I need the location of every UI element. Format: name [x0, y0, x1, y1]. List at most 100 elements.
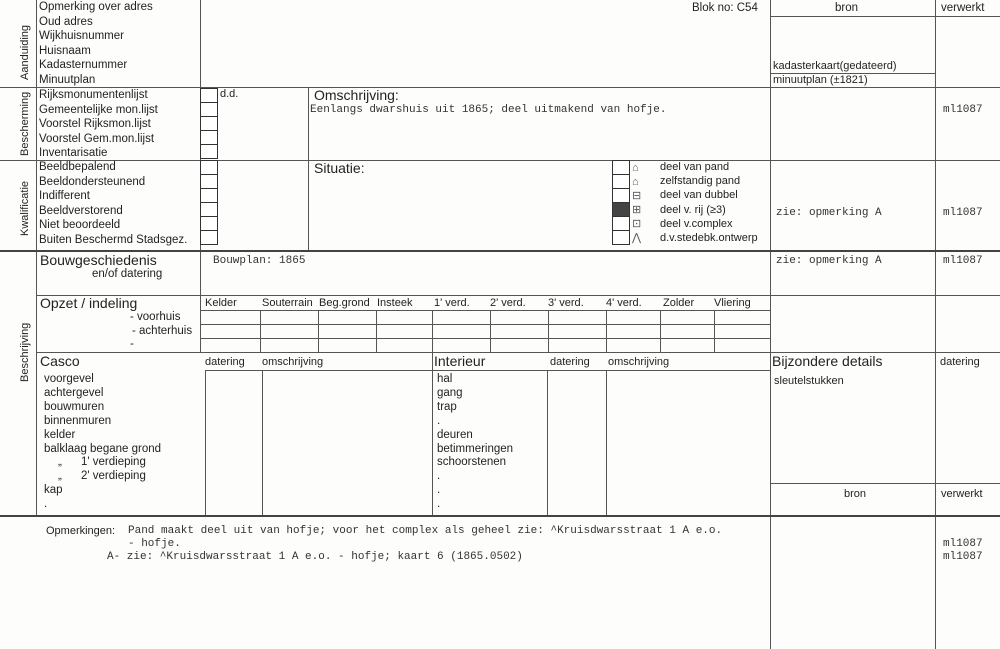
checkbox[interactable] — [200, 88, 218, 103]
complex-icon: ⊡ — [632, 218, 642, 230]
checkbox[interactable] — [200, 216, 218, 231]
column-header: Souterrain — [262, 297, 313, 309]
situatie-checkbox[interactable] — [612, 230, 630, 245]
opmerkingen-verwerkt: ml1087 — [943, 538, 983, 550]
situatie-checkbox[interactable] — [612, 216, 630, 231]
checkbox[interactable] — [200, 116, 218, 131]
casco-datering: datering — [205, 356, 245, 368]
field-label: kap — [44, 484, 63, 497]
casco-label: Casco — [40, 353, 80, 369]
field-label: deuren — [437, 428, 473, 441]
bijzondere-item: sleutelstukken — [774, 375, 844, 387]
field-label: Kadasternummer — [39, 59, 128, 71]
bron-footer: bron — [844, 488, 867, 500]
column-header: 3' verd. — [548, 297, 584, 309]
bron-header: bron — [835, 2, 859, 14]
verwerkt-code: ml1087 — [943, 104, 983, 116]
blok-number: Blok no: C54 — [692, 2, 758, 14]
interieur-omschrijving: omschrijving — [608, 356, 670, 368]
verwerkt-footer: verwerkt — [941, 488, 983, 500]
situatie-verwerkt: ml1087 — [943, 207, 983, 219]
field-label: hal — [437, 373, 453, 385]
checkbox[interactable] — [200, 160, 218, 175]
field-label: Voorstel Gem.mon.lijst — [39, 132, 155, 145]
interieur-datering: datering — [550, 356, 590, 368]
bijzondere-label: Bijzondere details — [772, 353, 883, 369]
checkbox[interactable] — [200, 130, 218, 145]
column-header: 2' verd. — [490, 297, 526, 309]
field-label: Niet beoordeeld — [39, 219, 121, 231]
section-bescherming: Bescherming — [19, 91, 31, 156]
opzet-rows: - voorhuis - achterhuis - — [130, 311, 192, 352]
opmerkingen-line1: Pand maakt deel uit van hofje; voor het … — [128, 525, 723, 537]
field-label: . — [437, 498, 441, 511]
field-label: Minuutplan — [39, 73, 96, 86]
situatie-checkbox-checked[interactable] — [612, 202, 630, 217]
field-label: . — [437, 484, 441, 497]
field-label: Wijkhuisnummer — [39, 30, 124, 42]
opmerkingen-line2: - hofje. — [128, 538, 181, 550]
field-label: . — [437, 414, 441, 427]
field-label: Voorstel Rijksmon.lijst — [39, 118, 151, 130]
field-label: Indifferent — [39, 190, 90, 202]
opzet-label: Opzet / indeling — [40, 295, 138, 311]
kwalificatie-list: Beeldbepalend Beeldondersteunend Indiffere… — [39, 160, 187, 247]
field-label: Beeldbepalend — [39, 161, 116, 173]
column-header: Beg.grond — [319, 297, 370, 309]
option-label: deel van dubbel — [660, 189, 738, 202]
situatie-checkbox[interactable] — [612, 174, 630, 189]
field-label: schoorstenen — [437, 456, 507, 469]
field-label: Opmerking over adres — [39, 1, 153, 13]
casco-omschrijving: omschrijving — [262, 356, 324, 368]
checkbox[interactable] — [200, 102, 218, 117]
field-label: „ 2' verdieping — [58, 470, 146, 483]
field-label: binnenmuren — [44, 414, 112, 427]
bouwgeschiedenis-label: Bouwgeschiedenis — [40, 252, 157, 268]
option-label: zelfstandig pand — [660, 175, 741, 188]
column-header: Zolder — [663, 297, 695, 309]
situatie-bron: zie: opmerking A — [776, 207, 882, 219]
field-label: kelder — [44, 428, 76, 441]
field-label: . — [44, 498, 48, 511]
option-label: deel v. rij (≥3) — [660, 203, 726, 216]
section-kwalificatie: Kwalificatie — [19, 180, 31, 236]
row-label: - — [130, 338, 134, 350]
checkbox[interactable] — [200, 174, 218, 189]
situatie-checkbox[interactable] — [612, 188, 630, 203]
situatie-label: Situatie: — [314, 160, 365, 176]
bouwplan-value: Bouwplan: 1865 — [213, 255, 306, 267]
field-label: achtergevel — [44, 386, 104, 399]
section-aanduiding: Aanduiding — [19, 24, 31, 80]
aanduiding-list: Opmerking over adres Oud adres Wijkhuisnum… — [39, 0, 153, 87]
option-label: deel van pand — [660, 161, 730, 173]
option-label: deel v.complex — [660, 217, 733, 230]
checkbox[interactable] — [200, 202, 218, 217]
checkbox[interactable] — [200, 188, 218, 203]
column-header: Insteek — [377, 297, 413, 309]
situatie-options: deel van pand zelfstandig pand deel van du… — [660, 160, 758, 245]
opmerkingen-line3: A- zie: ^Kruisdwarsstraat 1 A e.o. - hof… — [107, 551, 523, 563]
situatie-checkbox[interactable] — [612, 160, 630, 175]
verwerkt-header: verwerkt — [941, 2, 985, 14]
field-label: gang — [437, 386, 463, 399]
row-label: - achterhuis — [132, 324, 193, 337]
field-label: Huisnaam — [39, 44, 91, 57]
field-label: Buiten Beschermd Stadsgez. — [39, 233, 188, 246]
field-label: trap — [437, 400, 457, 413]
bijzondere-datering: datering — [940, 356, 980, 368]
checkbox[interactable] — [200, 230, 218, 245]
bron-minuutplan: minuutplan (±1821) — [773, 74, 868, 86]
option-label: d.v.stedebk.ontwerp — [660, 232, 758, 245]
bouw-bron: zie: opmerking A — [776, 255, 882, 267]
field-label: Beeldverstorend — [39, 204, 123, 217]
field-label: betimmeringen — [437, 442, 514, 455]
checkbox[interactable] — [200, 144, 218, 159]
column-header: 4' verd. — [606, 297, 642, 309]
field-label: bouwmuren — [44, 400, 105, 413]
field-label: Beeldondersteunend — [39, 175, 146, 188]
field-label: Rijksmonumentenlijst — [39, 89, 148, 101]
interieur-label: Interieur — [434, 353, 486, 369]
opmerkingen-label: Opmerkingen: — [46, 525, 116, 537]
section-beschrijving: Beschrijving — [19, 322, 31, 382]
